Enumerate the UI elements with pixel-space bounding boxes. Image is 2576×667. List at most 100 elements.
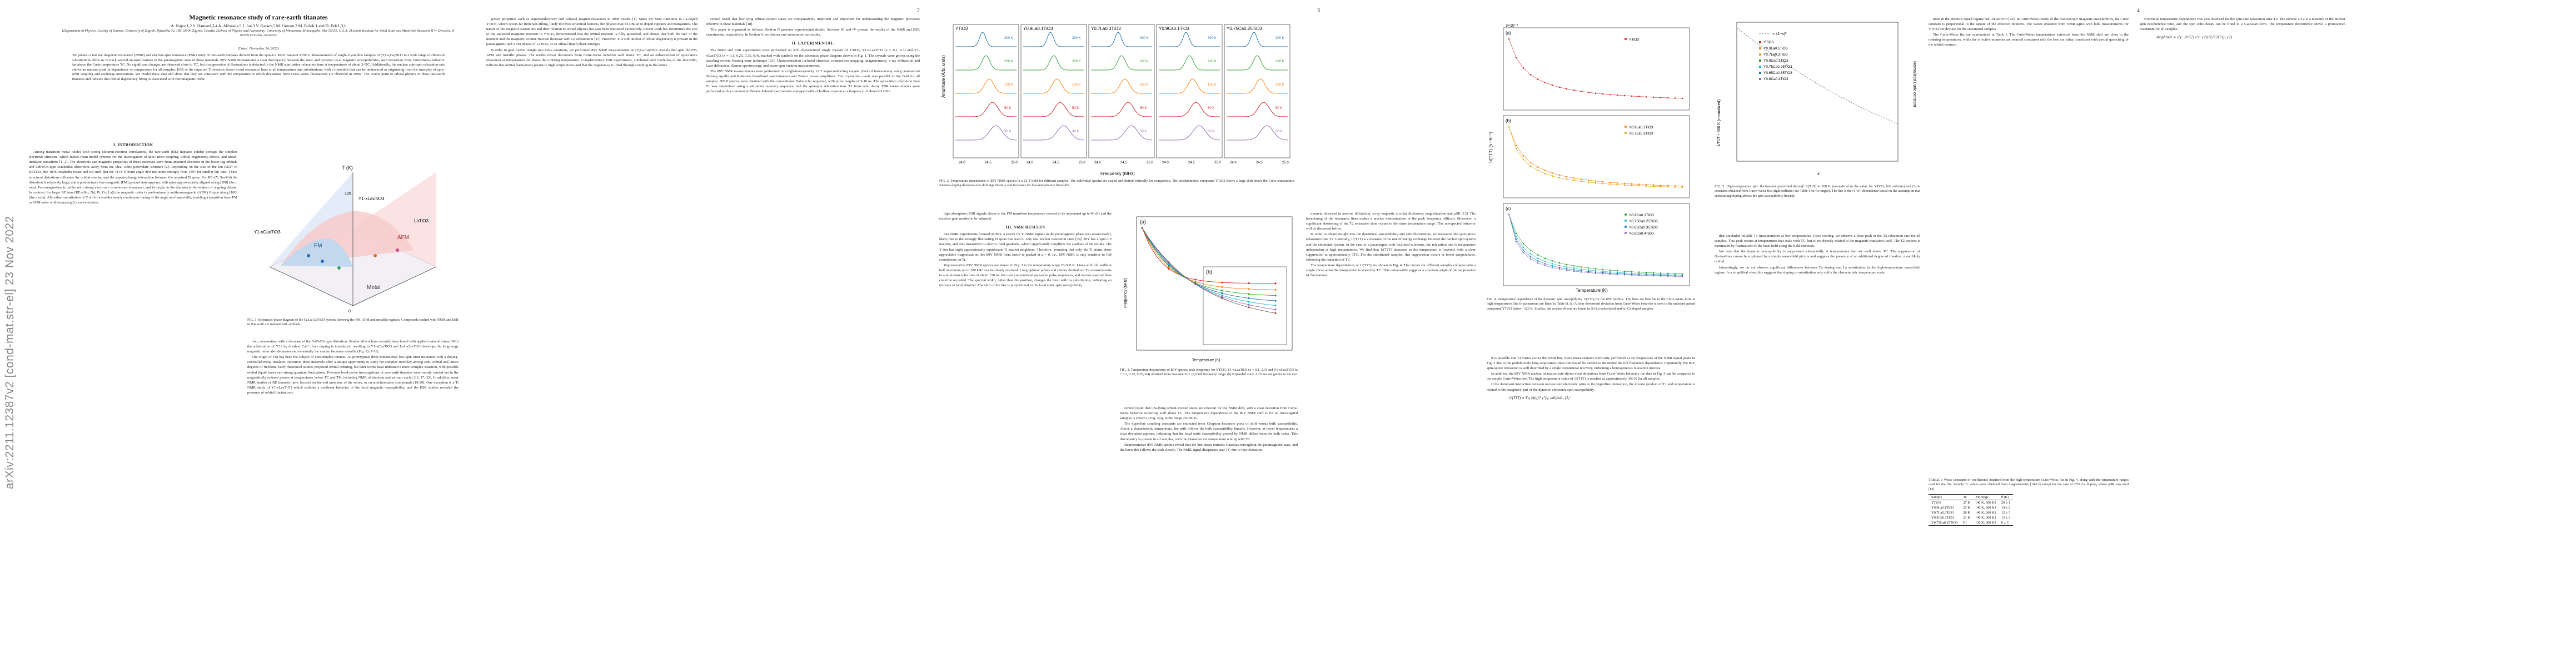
fig2-temp-label: 50 K xyxy=(1140,107,1147,110)
fig2-temp-label: 50 K xyxy=(1004,107,1011,110)
fig2-tick-label: 24.5 xyxy=(1256,161,1263,165)
fig3-point xyxy=(1168,266,1170,268)
fig3-panel-b: (b) xyxy=(1206,269,1212,275)
fig2-spectrum-line xyxy=(1023,55,1084,71)
fig3-point xyxy=(1248,282,1250,285)
fig5-plot: 1/T1T ÷ 300 K (normalized) Normalized Cu… xyxy=(1717,22,1916,176)
paragraph: grown properties such as superconductivi… xyxy=(486,17,697,47)
fig4-ylabel: 1/(T1T) (s⁻¹K⁻¹) xyxy=(1488,132,1493,163)
table-cell: [40 K, 300 K] xyxy=(1975,516,1996,520)
fig2-spectrum-line xyxy=(1091,102,1152,117)
fig3-point xyxy=(1248,306,1250,308)
arxiv-stamp: arXiv:2211.12387v2 [cond-mat.str-el] 23 … xyxy=(3,178,20,489)
fig2-spectrum-line xyxy=(955,102,1017,117)
paragraph: Representative 89Y NMR spectra reveal th… xyxy=(1120,442,1298,452)
fig1-axis-y: T (K) xyxy=(342,165,353,171)
fig2-spectrum-line xyxy=(1227,55,1288,71)
fig5-legend-entry: Y0.75Ca0.25TiO3 xyxy=(1763,65,1792,69)
fig2-temp-label: 30 K xyxy=(1208,130,1214,133)
paragraph: high absorption, ESR signals closer to t… xyxy=(939,212,1112,221)
page-1: Magnetic resonance study of rare-earth t… xyxy=(22,0,472,667)
page-number: 3 xyxy=(1317,8,1320,14)
fig3-series-line xyxy=(1142,227,1276,310)
fig2-spectrum-line xyxy=(1227,102,1288,117)
paragraph: tions in the electron doped regime Nd1-x… xyxy=(1929,17,2129,32)
page4-col-2: tions in the electron doped regime Nd1-x… xyxy=(1929,17,2129,656)
fig4-fit-line xyxy=(1508,126,1683,188)
fig2-panel-frame xyxy=(1020,24,1087,158)
table-cell: 20 K xyxy=(1963,511,1970,515)
page1-right-column: tion, concomitant with a decrease of the… xyxy=(247,339,459,661)
fig3-series-line xyxy=(1142,227,1276,296)
phase-diagram: T (K) Y1-xLaxTiO3 LaTiO3 Y1-xCaxTiO3 FM … xyxy=(254,165,437,313)
fig2-spectrum-line xyxy=(955,78,1017,94)
fig4-panel-frame xyxy=(1503,203,1690,286)
table-cell: 20 ± 1 xyxy=(2001,501,2011,505)
fig5-legend-entry: Y0.9Ca0.1TiO3 xyxy=(1763,59,1788,63)
table-row: Y0.9Ca0.1TiO3 21 K [40 K, 300 K] 13 ± 3 xyxy=(1929,515,2013,520)
table-cell: Y0.75Ca0.25TiO3 xyxy=(1931,521,1958,525)
table-cell: 14 ± 2 xyxy=(2001,506,2011,510)
table-1: TABLE I. Weiss constants of coefficients… xyxy=(1929,478,2129,526)
fig1-axis-left: Y1-xCaxTiO3 xyxy=(254,230,281,235)
fig4-fit-line xyxy=(1508,214,1683,276)
page-number: 4 xyxy=(2137,8,2140,14)
fig5-legend-marker xyxy=(1759,72,1761,74)
page4-col-3: Nontrivial temperature dependence was al… xyxy=(2140,17,2345,656)
fig2-spectrum-line xyxy=(1227,125,1288,141)
table-cell: 27 K xyxy=(1963,501,1970,505)
table-cell: P1 xyxy=(1963,521,1967,525)
page-4: 4 1/T1T ÷ 300 K (normalized) Normalized … xyxy=(1709,0,2570,667)
fig2-spectrum-line xyxy=(1159,78,1220,94)
fig3-series-line xyxy=(1142,227,1276,290)
paragraph: central result that low-lying orbital-ex… xyxy=(706,17,920,27)
fig2-temp-label: 30 K xyxy=(1140,130,1147,133)
fig4-fit-line xyxy=(1508,214,1683,276)
paper-abstract: We present a nuclear magnetic resonance … xyxy=(72,53,445,81)
fig4-legend-entry: YTiO3 xyxy=(1629,38,1640,42)
fig1-phase-fm: FM xyxy=(314,243,322,249)
paragraph: that precluded reliable T1 measurements … xyxy=(1715,234,1920,248)
fig3-point xyxy=(1221,297,1223,300)
fig2-caption: FIG. 2. Temperature dependence of 89Y NM… xyxy=(939,179,1295,188)
paragraph: This paper is organized as follows. Sect… xyxy=(706,28,920,37)
fig2-tick-label: 24.5 xyxy=(1053,161,1059,165)
experimental-heading: II. EXPERIMENTAL xyxy=(791,41,834,46)
fig2-ylabel: Amplitude (Arb. units) xyxy=(941,55,946,98)
fig3-point xyxy=(1274,295,1277,297)
table-cell: [40 K, 300 K] xyxy=(1975,501,1996,505)
fig4-legend-entry: Y0.6Ca0.4TiO3 xyxy=(1629,232,1654,236)
fig2-spectrum-line xyxy=(1227,32,1288,47)
sample-marker xyxy=(337,266,341,270)
fig2-temp-label: 300 K xyxy=(1208,37,1217,40)
fig2-temp-label: 100 K xyxy=(1140,83,1149,87)
page3-col-2: central result that low-lying orbital-ex… xyxy=(1120,406,1298,661)
fig5-caption: FIG. 5. High-temperature spin fluctuatio… xyxy=(1715,185,1920,198)
table-cell: [30 K, 300 K] xyxy=(1975,521,1996,525)
fig2-spectrum-line xyxy=(1023,32,1084,47)
page-2: 2 grown properties such as superconducti… xyxy=(481,0,925,667)
fig2-temp-label: 100 K xyxy=(1208,83,1217,87)
paragraph: The Curie-Weiss fits are summarized in T… xyxy=(1929,33,2129,47)
fig5-legend-marker xyxy=(1759,59,1761,62)
table-cell: Y0.9La0.1TiO3 xyxy=(1931,506,1954,510)
fig2-spectrum-line xyxy=(1091,78,1152,94)
equation-1: 1/(T1T) ∝ Σq |A(q)|² χ″(q, ω0)/ω0 , (1) xyxy=(1509,395,1570,400)
fig4-legend-marker xyxy=(1625,220,1627,222)
table-cell: 6 ± 5 xyxy=(2001,521,2009,525)
fig3-point xyxy=(1274,282,1277,285)
fig5-xlabel: x xyxy=(1817,171,1820,176)
fig3-point xyxy=(1274,304,1277,307)
fig5-legend-marker xyxy=(1759,47,1761,49)
fig4-fit-line xyxy=(1508,214,1683,277)
fig2-temp-label: 200 K xyxy=(1275,60,1284,63)
table-row: Y0.75Ca0.25TiO3 P1 [30 K, 300 K] 6 ± 5 xyxy=(1929,520,2014,526)
fig2-spectrum-line xyxy=(955,125,1017,141)
table-cell: [40 K, 300 K] xyxy=(1975,506,1996,510)
fig3-panel-a: (a) xyxy=(1140,219,1146,225)
fig2-plot: Amplitude (Arb. units) Frequency (MHz) Y… xyxy=(941,24,1291,176)
fig2-temp-label: 50 K xyxy=(1208,107,1214,110)
paragraph: In addition, the 89Y NMR nuclear relaxat… xyxy=(1487,372,1695,381)
paragraph: moment observed in neutron diffraction, … xyxy=(1306,212,1476,231)
fig2-tick-label: 25.0 xyxy=(1282,161,1289,165)
